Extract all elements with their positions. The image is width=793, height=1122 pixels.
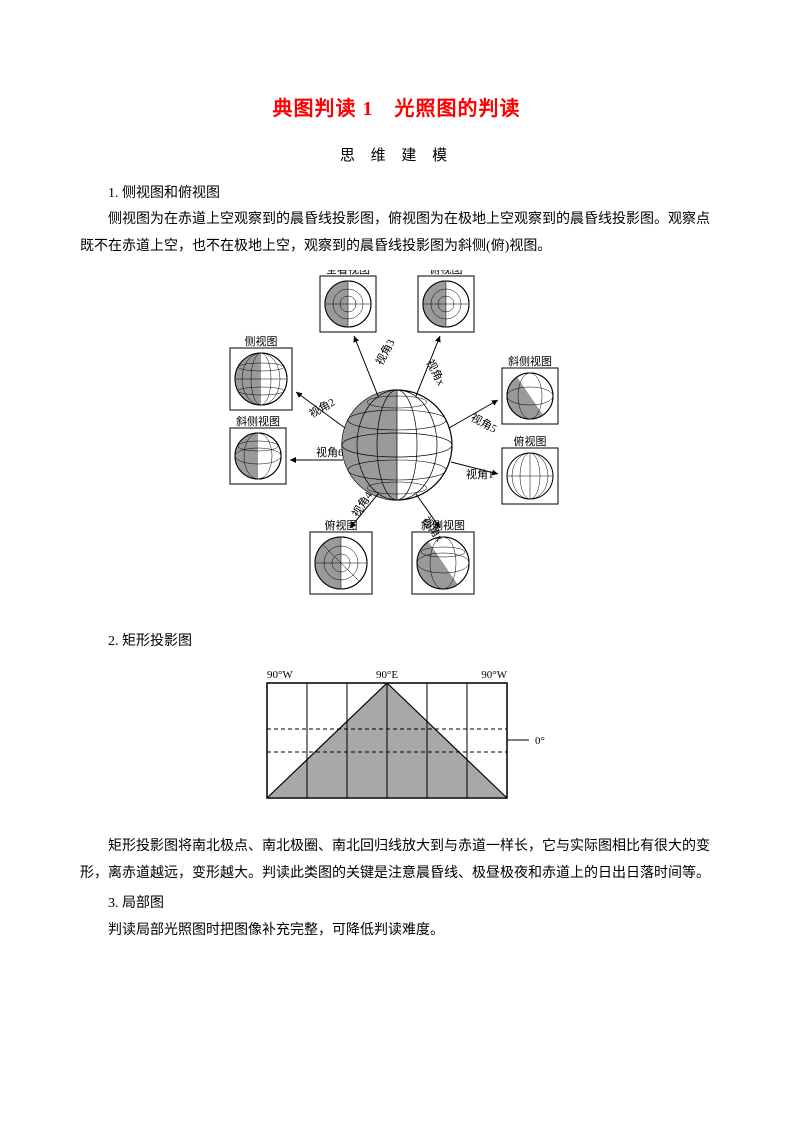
mini-globe-bottom-left: 俯视图: [310, 518, 372, 594]
mini-globe-left-upper: 侧视图: [230, 334, 292, 410]
figure-2: 90°W 90°E 90°W 0°: [80, 665, 713, 826]
svg-text:90°W: 90°W: [267, 669, 293, 681]
rect-projection-svg: 90°W 90°E 90°W 0°: [242, 665, 552, 815]
mini-globe-right-lower: 俯视图: [502, 434, 558, 504]
mini-globe-top-left: 全看视图: [320, 270, 376, 332]
section-1-para: 侧视图为在赤道上空观察到的晨昏线投影图，俯视图为在极地上空观察到的晨昏线投影图。…: [80, 207, 713, 260]
svg-text:斜侧视图: 斜侧视图: [508, 354, 552, 368]
svg-text:全看视图: 全看视图: [326, 270, 370, 276]
figure-1: 全看视图 俯视图 侧视图 斜侧视图: [80, 270, 713, 621]
svg-text:90°E: 90°E: [375, 669, 397, 681]
mini-globe-left-lower: 斜侧视图: [230, 414, 286, 484]
section-2-heading: 2. 矩形投影图: [80, 629, 713, 656]
svg-text:视角x: 视角x: [423, 357, 449, 388]
mini-globe-right-upper: 斜侧视图: [502, 354, 558, 424]
svg-text:侧视图: 侧视图: [244, 334, 277, 348]
section-3-heading: 3. 局部图: [80, 891, 713, 918]
central-globe: [342, 390, 452, 500]
svg-text:90°W: 90°W: [481, 669, 507, 681]
section-3-para: 判读局部光照图时把图像补充完整，可降低判读难度。: [80, 918, 713, 945]
svg-text:斜侧视图: 斜侧视图: [236, 414, 280, 428]
page-subtitle: 思 维 建 模: [80, 142, 713, 171]
section-1-heading: 1. 侧视图和俯视图: [80, 181, 713, 208]
svg-text:视角3: 视角3: [372, 336, 398, 367]
svg-text:视角5: 视角5: [468, 411, 499, 437]
page-title: 典图判读 1 光照图的判读: [80, 90, 713, 128]
mini-globe-bottom-right: 斜侧视图: [412, 518, 474, 594]
mini-globe-top-right: 俯视图: [418, 270, 474, 332]
svg-text:视角1: 视角1: [466, 467, 494, 481]
svg-text:俯视图: 俯视图: [429, 270, 462, 276]
svg-text:视角2: 视角2: [306, 395, 337, 421]
svg-text:0°: 0°: [535, 735, 545, 747]
section-2-para: 矩形投影图将南北极点、南北极圈、南北回归线放大到与赤道一样长，它与实际图相比有很…: [80, 834, 713, 887]
svg-text:视角6: 视角6: [316, 445, 344, 459]
svg-text:俯视图: 俯视图: [513, 434, 546, 448]
globe-diagram-svg: 全看视图 俯视图 侧视图 斜侧视图: [182, 270, 612, 610]
